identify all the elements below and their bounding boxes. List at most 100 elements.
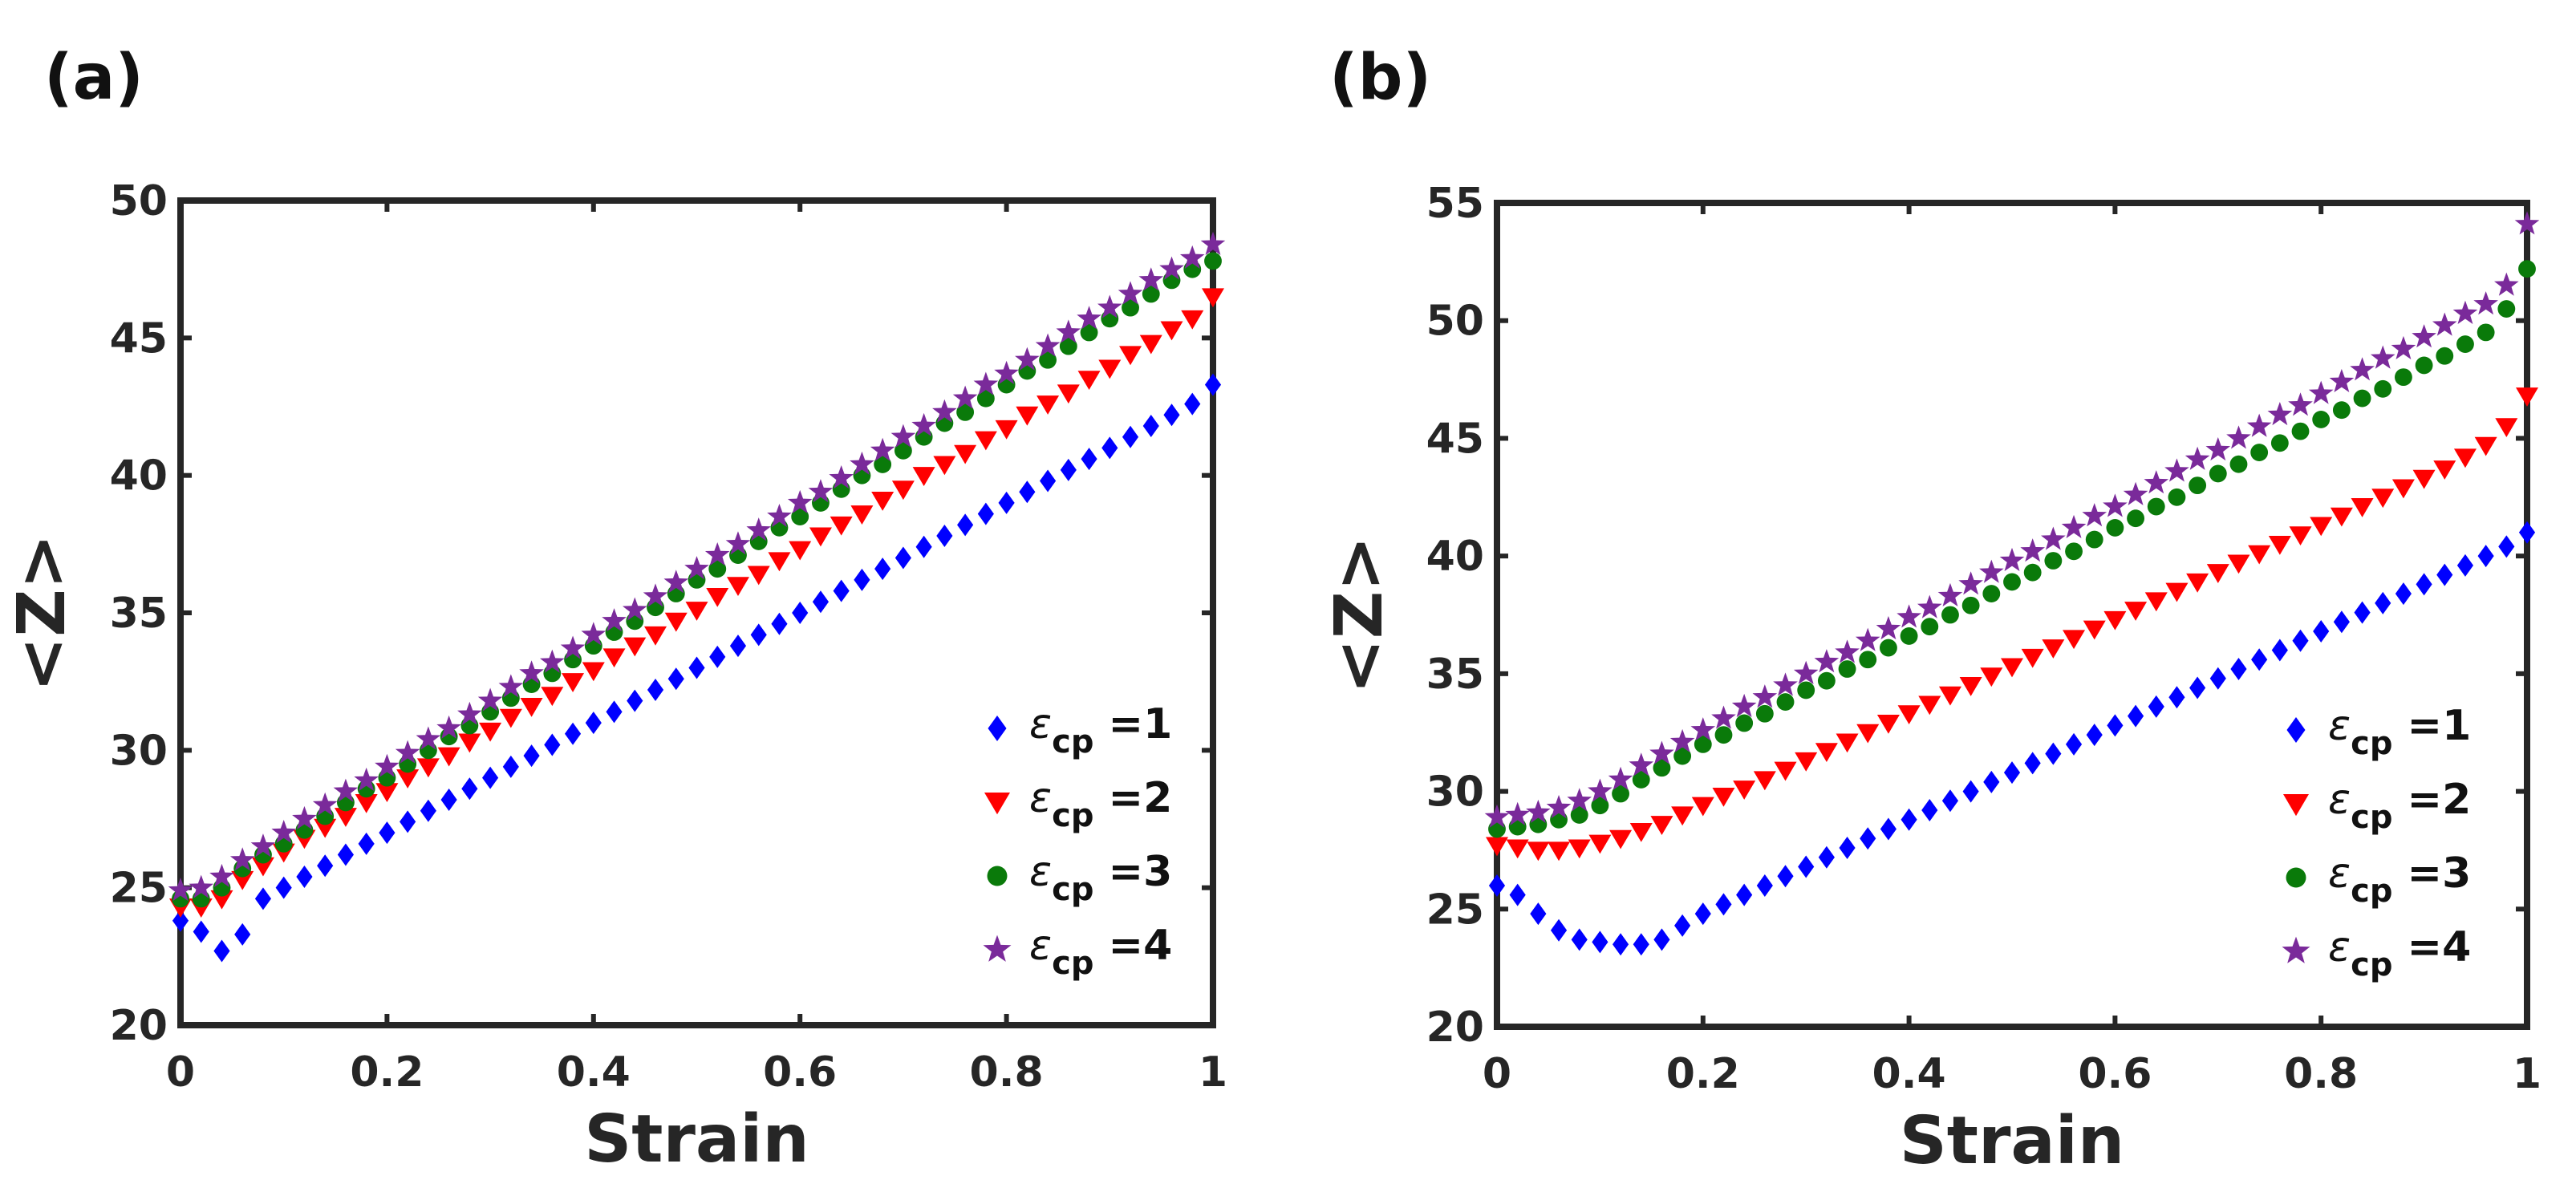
panel-b-series1-point: [2107, 714, 2124, 737]
panel-b-series4-point: [2391, 335, 2416, 359]
panel-b-series2-point: [1856, 724, 1880, 744]
panel-a-series3-point: [1039, 351, 1057, 369]
panel-a-series4-point: [519, 660, 544, 684]
panel-b-series3-point: [2353, 389, 2371, 407]
panel-a-series2-point: [1139, 335, 1162, 355]
panel-a-series2-point: [685, 602, 708, 621]
panel-b-series3-point: [2127, 509, 2145, 528]
panel-b-series4-point: [1752, 684, 1778, 708]
panel-b-series2-point: [1650, 816, 1673, 835]
panel-a-series2-point: [375, 783, 399, 803]
panel-b-series1-point: [2498, 535, 2515, 558]
panel-b-series3-point: [1900, 626, 1918, 645]
panel-a-series2-point: [664, 612, 688, 632]
panel-a-series2-point: [416, 758, 440, 778]
panel-b-series4-point: [1546, 795, 1572, 819]
panel-b-series4-point: [1526, 799, 1551, 824]
panel-b-series2-point: [1733, 781, 1756, 800]
panel-a-ytick-label: 50: [110, 177, 168, 225]
panel-b-series2-point: [2021, 648, 2044, 668]
panel-a-series1-point: [1040, 469, 1057, 493]
panel-b-legend-marker-4: [2282, 936, 2310, 963]
panel-b-series4-point: [1711, 705, 1736, 729]
panel-b-series1-point: [1736, 883, 1753, 906]
panel-b-series2-point: [1671, 806, 1694, 826]
panel-a-series2-point: [891, 480, 915, 501]
panel-b-xtick-label: 1: [2513, 1050, 2542, 1098]
panel-b-series3-point: [1694, 735, 1712, 753]
panel-a-series3-point: [1204, 252, 1222, 270]
panel-a-series2-point: [314, 818, 337, 838]
panel-a-series1-point: [1060, 458, 1077, 481]
panel-a-series3-point: [708, 560, 727, 578]
panel-b-series2-point: [2103, 610, 2127, 630]
panel-b-series3-point: [2209, 464, 2227, 483]
panel-a-xlabel: Strain: [584, 1101, 809, 1178]
panel-a-series4-point: [1015, 347, 1040, 371]
panel-b-series2-point: [2268, 535, 2291, 555]
panel-a-series1-point: [172, 909, 189, 932]
panel-b-series4-point: [2288, 392, 2313, 416]
panel-a-series1-point: [275, 876, 292, 899]
panel-b-series3-point: [2436, 347, 2454, 365]
panel-a-series2-point: [1098, 359, 1122, 379]
panel-a-series4-point: [1179, 245, 1205, 269]
panel-a-series1-point: [317, 854, 334, 878]
panel-a-series4-point: [312, 792, 338, 816]
panel-b-xtick-label: 0.8: [2284, 1050, 2358, 1098]
panel-b-series4-point: [2185, 446, 2210, 470]
panel-a-series1-point: [379, 821, 396, 845]
panel-a-legend-marker-4: [983, 935, 1012, 962]
panel-a-series1-point: [1122, 425, 1139, 448]
panel-b-series1-point: [1880, 817, 1897, 841]
panel-a-series4-point: [932, 399, 957, 423]
panel-b-xtick-label: 0.2: [1666, 1050, 1740, 1098]
panel-b-series1-point: [1633, 933, 1649, 956]
panel-b-series2-point: [2453, 448, 2477, 468]
panel-a-series2-point: [602, 648, 626, 668]
panel-a-series4-point: [168, 877, 193, 902]
panel-a-legend-label-1: εcp =1: [1029, 700, 1172, 760]
panel-a-legend-label-2: εcp =2: [1029, 774, 1172, 834]
panel-b-series3-point: [2291, 422, 2310, 440]
panel-b-series1-point: [2168, 686, 2185, 709]
panel-b-series4-point: [2412, 324, 2436, 348]
panel-b-series1-point: [1613, 933, 1629, 956]
panel-b-series4-point: [2020, 538, 2045, 562]
panel-b-series4-point: [1505, 801, 1530, 825]
panel-a-series4-point: [395, 740, 420, 764]
panel-a-series1-point: [337, 843, 354, 866]
panel-b-series2-point: [1609, 829, 1633, 849]
panel-a-series4-point: [375, 753, 400, 777]
panel-b-series1-point: [1715, 893, 1732, 916]
panel-b-ytick-label: 20: [1426, 1004, 1484, 1052]
panel-b-series3-point: [1673, 747, 1692, 765]
panel-b-series3-point: [1880, 639, 1897, 657]
panel-a-series2-point: [1016, 406, 1039, 426]
panel-b-series4-point: [1690, 717, 1716, 741]
panel-b-legend-marker-2: [2283, 794, 2309, 817]
panel-b-series3-point: [2229, 455, 2248, 473]
panel-b-series3-point: [1859, 651, 1877, 669]
panel-a-series2-point: [726, 577, 749, 597]
panel-a-series1-point: [709, 645, 726, 668]
panel-a-series4-point: [973, 371, 999, 395]
panel-a-series1-point: [544, 733, 561, 756]
panel-b-series2-point: [1815, 743, 1838, 762]
panel-b-series2-point: [2248, 545, 2271, 565]
panel-b-legend-marker-3: [2286, 867, 2306, 888]
panel-b-series2-point: [2186, 573, 2209, 593]
panel-b-series4-point: [2267, 401, 2293, 426]
panel-b-series4-point: [1958, 571, 1983, 595]
panel-a-series3-point: [1122, 298, 1139, 317]
panel-b-series3-point: [1653, 759, 1671, 777]
panel-b-series1-point: [2086, 724, 2103, 747]
panel-a-series4-point: [457, 701, 482, 725]
panel-b-series1-point: [1921, 799, 1938, 822]
panel-b-series2-point: [1486, 837, 1508, 857]
panel-b-series4-point: [2103, 493, 2128, 517]
panel-b-series2-point: [1568, 839, 1591, 859]
panel-b-series4-point: [2226, 425, 2251, 449]
panel-a-series4-point: [1200, 231, 1226, 255]
